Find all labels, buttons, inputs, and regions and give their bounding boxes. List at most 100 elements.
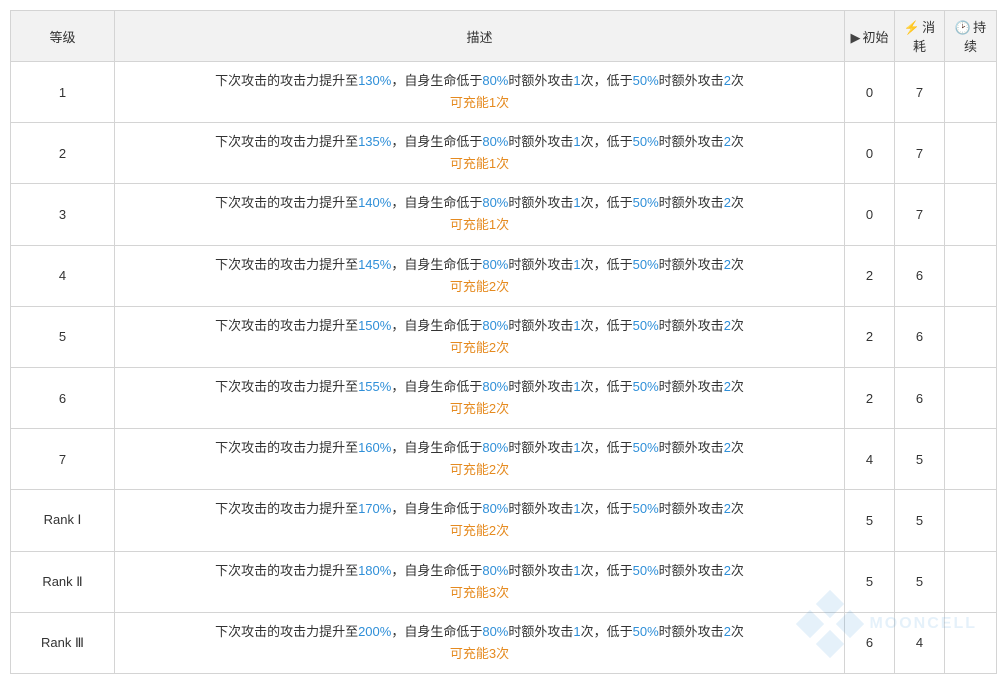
cell-dur (945, 429, 997, 490)
atk-value: 145% (358, 257, 391, 272)
hp2-value: 50% (633, 563, 659, 578)
cell-level: Rank Ⅰ (11, 490, 115, 551)
table-body: 1下次攻击的攻击力提升至130%，自身生命低于80%时额外攻击1次，低于50%时… (11, 62, 997, 674)
cell-level: Rank Ⅱ (11, 551, 115, 612)
charge-value: 2 (489, 523, 496, 538)
charge-value: 2 (489, 401, 496, 416)
atk-value: 135% (358, 134, 391, 149)
hp2-value: 50% (633, 318, 659, 333)
desc-line1: 下次攻击的攻击力提升至130%，自身生命低于80%时额外攻击1次，低于50%时额… (215, 73, 744, 88)
hp1-value: 80% (482, 563, 508, 578)
header-init: ▶初始 (845, 11, 895, 62)
desc-line1: 下次攻击的攻击力提升至170%，自身生命低于80%时额外攻击1次，低于50%时额… (215, 501, 744, 516)
hp1-value: 80% (482, 134, 508, 149)
cell-init: 0 (845, 123, 895, 184)
extra1-value: 1 (573, 318, 580, 333)
charge-line: 可充能3次 (450, 585, 509, 600)
hp2-value: 50% (633, 257, 659, 272)
cell-cost: 5 (895, 490, 945, 551)
charge-line: 可充能2次 (450, 523, 509, 538)
table-row: Rank Ⅱ下次攻击的攻击力提升至180%，自身生命低于80%时额外攻击1次，低… (11, 551, 997, 612)
charge-value: 2 (489, 279, 496, 294)
desc-line1: 下次攻击的攻击力提升至140%，自身生命低于80%时额外攻击1次，低于50%时额… (215, 195, 744, 210)
cell-init: 2 (845, 367, 895, 428)
extra2-value: 2 (724, 318, 731, 333)
hp2-value: 50% (633, 624, 659, 639)
cell-dur (945, 306, 997, 367)
hp2-value: 50% (633, 134, 659, 149)
cell-init: 0 (845, 184, 895, 245)
cell-cost: 6 (895, 306, 945, 367)
atk-value: 180% (358, 563, 391, 578)
desc-line1: 下次攻击的攻击力提升至160%，自身生命低于80%时额外攻击1次，低于50%时额… (215, 440, 744, 455)
cell-dur (945, 490, 997, 551)
cell-dur (945, 123, 997, 184)
cell-init: 2 (845, 306, 895, 367)
cell-desc: 下次攻击的攻击力提升至180%，自身生命低于80%时额外攻击1次，低于50%时额… (115, 551, 845, 612)
cell-desc: 下次攻击的攻击力提升至135%，自身生命低于80%时额外攻击1次，低于50%时额… (115, 123, 845, 184)
cell-cost: 7 (895, 123, 945, 184)
cell-desc: 下次攻击的攻击力提升至160%，自身生命低于80%时额外攻击1次，低于50%时额… (115, 429, 845, 490)
table-row: 2下次攻击的攻击力提升至135%，自身生命低于80%时额外攻击1次，低于50%时… (11, 123, 997, 184)
hp2-value: 50% (633, 501, 659, 516)
charge-value: 2 (489, 340, 496, 355)
table-row: 4下次攻击的攻击力提升至145%，自身生命低于80%时额外攻击1次，低于50%时… (11, 245, 997, 306)
charge-line: 可充能2次 (450, 462, 509, 477)
hp2-value: 50% (633, 195, 659, 210)
desc-line1: 下次攻击的攻击力提升至135%，自身生命低于80%时额外攻击1次，低于50%时额… (215, 134, 744, 149)
cell-desc: 下次攻击的攻击力提升至170%，自身生命低于80%时额外攻击1次，低于50%时额… (115, 490, 845, 551)
desc-line1: 下次攻击的攻击力提升至200%，自身生命低于80%时额外攻击1次，低于50%时额… (215, 624, 744, 639)
header-cost: ⚡消耗 (895, 11, 945, 62)
play-icon: ▶ (850, 30, 860, 45)
desc-line1: 下次攻击的攻击力提升至155%，自身生命低于80%时额外攻击1次，低于50%时额… (215, 379, 744, 394)
hp1-value: 80% (482, 379, 508, 394)
hp1-value: 80% (482, 501, 508, 516)
charge-line: 可充能2次 (450, 340, 509, 355)
cell-cost: 6 (895, 367, 945, 428)
table-row: 5下次攻击的攻击力提升至150%，自身生命低于80%时额外攻击1次，低于50%时… (11, 306, 997, 367)
hp1-value: 80% (482, 624, 508, 639)
atk-value: 130% (358, 73, 391, 88)
atk-value: 160% (358, 440, 391, 455)
extra1-value: 1 (573, 563, 580, 578)
desc-line1: 下次攻击的攻击力提升至180%，自身生命低于80%时额外攻击1次，低于50%时额… (215, 563, 744, 578)
skill-table: 等级 描述 ▶初始 ⚡消耗 🕑持续 1下次攻击的攻击力提升至130%，自身生命低… (10, 10, 997, 674)
header-dur: 🕑持续 (945, 11, 997, 62)
charge-value: 2 (489, 462, 496, 477)
cell-dur (945, 367, 997, 428)
cell-dur (945, 62, 997, 123)
table-row: 7下次攻击的攻击力提升至160%，自身生命低于80%时额外攻击1次，低于50%时… (11, 429, 997, 490)
cell-init: 0 (845, 62, 895, 123)
extra2-value: 2 (724, 501, 731, 516)
cell-desc: 下次攻击的攻击力提升至130%，自身生命低于80%时额外攻击1次，低于50%时额… (115, 62, 845, 123)
extra2-value: 2 (724, 563, 731, 578)
charge-line: 可充能1次 (450, 156, 509, 171)
charge-line: 可充能3次 (450, 646, 509, 661)
atk-value: 200% (358, 624, 391, 639)
extra2-value: 2 (724, 73, 731, 88)
cell-dur (945, 551, 997, 612)
atk-value: 150% (358, 318, 391, 333)
atk-value: 155% (358, 379, 391, 394)
extra1-value: 1 (573, 134, 580, 149)
charge-line: 可充能1次 (450, 217, 509, 232)
hp1-value: 80% (482, 195, 508, 210)
extra2-value: 2 (724, 257, 731, 272)
hp1-value: 80% (482, 440, 508, 455)
cell-dur (945, 612, 997, 673)
extra1-value: 1 (573, 73, 580, 88)
extra1-value: 1 (573, 379, 580, 394)
header-desc: 描述 (115, 11, 845, 62)
table-row: 3下次攻击的攻击力提升至140%，自身生命低于80%时额外攻击1次，低于50%时… (11, 184, 997, 245)
cell-init: 5 (845, 551, 895, 612)
table-row: Rank Ⅰ 下次攻击的攻击力提升至170%，自身生命低于80%时额外攻击1次，低… (11, 490, 997, 551)
hp2-value: 50% (633, 379, 659, 394)
extra1-value: 1 (573, 501, 580, 516)
charge-line: 可充能2次 (450, 279, 509, 294)
cell-desc: 下次攻击的攻击力提升至155%，自身生命低于80%时额外攻击1次，低于50%时额… (115, 367, 845, 428)
extra2-value: 2 (724, 624, 731, 639)
cell-cost: 7 (895, 184, 945, 245)
charge-value: 3 (489, 585, 496, 600)
extra2-value: 2 (724, 195, 731, 210)
table-row: 1下次攻击的攻击力提升至130%，自身生命低于80%时额外攻击1次，低于50%时… (11, 62, 997, 123)
